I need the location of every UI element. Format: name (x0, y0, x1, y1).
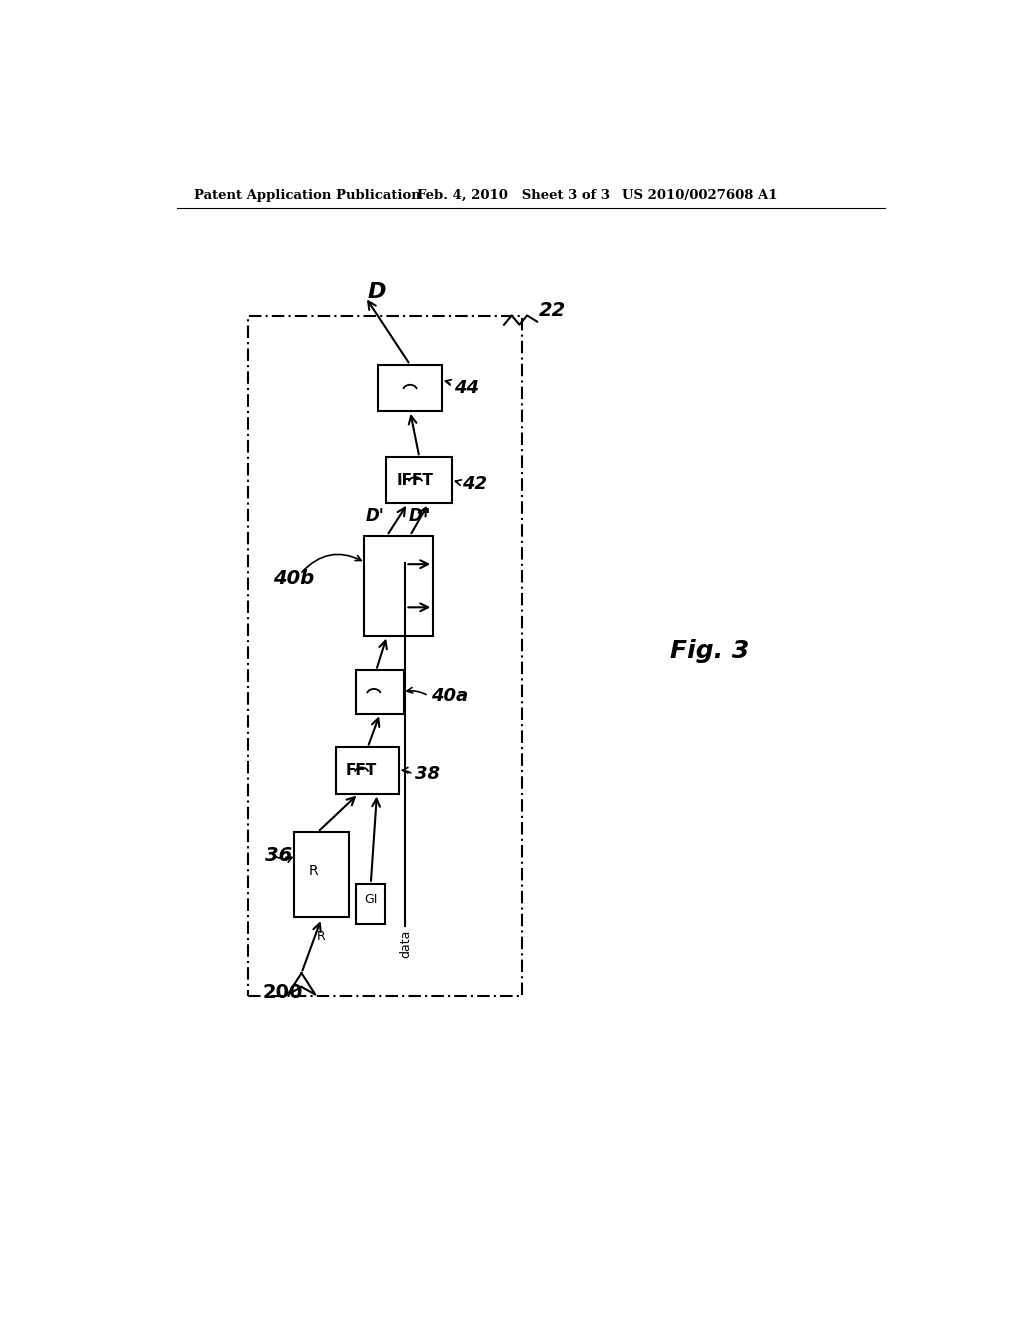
Bar (294, 832, 349, 917)
Text: 38: 38 (416, 766, 440, 783)
Text: 22: 22 (539, 301, 566, 321)
Text: IFFT: IFFT (397, 473, 434, 488)
Text: GI: GI (365, 894, 378, 907)
Text: R: R (317, 929, 326, 942)
Bar (356, 884, 385, 924)
Bar (378, 364, 442, 411)
Bar (386, 457, 453, 503)
Text: 200: 200 (263, 983, 303, 1002)
Text: 40b: 40b (273, 569, 314, 587)
Bar (356, 671, 403, 714)
Text: 40a: 40a (431, 686, 468, 705)
Text: FFT: FFT (346, 763, 377, 777)
Text: data: data (399, 929, 412, 958)
Text: R: R (309, 863, 318, 878)
Text: D': D' (366, 507, 385, 524)
Bar (336, 747, 399, 793)
Text: Patent Application Publication: Patent Application Publication (194, 189, 421, 202)
Text: Fig. 3: Fig. 3 (670, 639, 749, 663)
Text: Feb. 4, 2010   Sheet 3 of 3: Feb. 4, 2010 Sheet 3 of 3 (417, 189, 610, 202)
Text: 44: 44 (454, 379, 479, 397)
Text: 36: 36 (265, 846, 293, 865)
Text: US 2010/0027608 A1: US 2010/0027608 A1 (622, 189, 777, 202)
Text: 42: 42 (462, 475, 486, 494)
Text: D: D (368, 282, 386, 302)
Bar (364, 536, 433, 636)
Text: D": D" (409, 507, 431, 524)
Bar (248, 317, 521, 997)
